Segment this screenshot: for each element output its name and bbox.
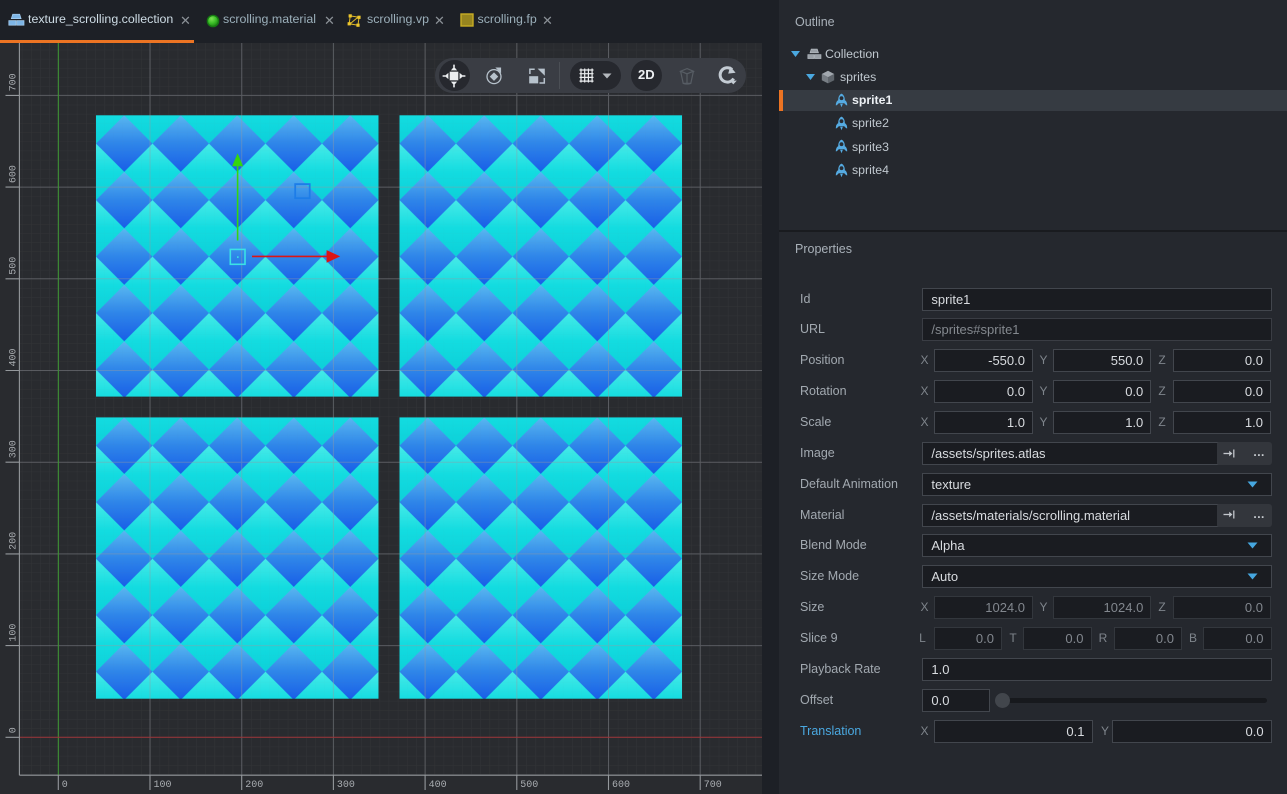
svg-text:200: 200 — [245, 780, 263, 791]
svg-text:100: 100 — [9, 624, 20, 642]
svg-text:500: 500 — [9, 257, 20, 275]
svg-text:300: 300 — [9, 440, 20, 458]
svg-text:0: 0 — [62, 780, 68, 791]
svg-text:700: 700 — [704, 780, 722, 791]
svg-text:700: 700 — [9, 73, 20, 91]
svg-text:400: 400 — [9, 348, 20, 366]
svg-text:600: 600 — [612, 780, 630, 791]
svg-text:0: 0 — [9, 727, 20, 733]
svg-text:400: 400 — [429, 780, 447, 791]
svg-text:200: 200 — [9, 532, 20, 550]
svg-text:300: 300 — [337, 780, 355, 791]
svg-text:600: 600 — [9, 165, 20, 183]
svg-text:500: 500 — [520, 780, 538, 791]
svg-text:100: 100 — [154, 780, 172, 791]
